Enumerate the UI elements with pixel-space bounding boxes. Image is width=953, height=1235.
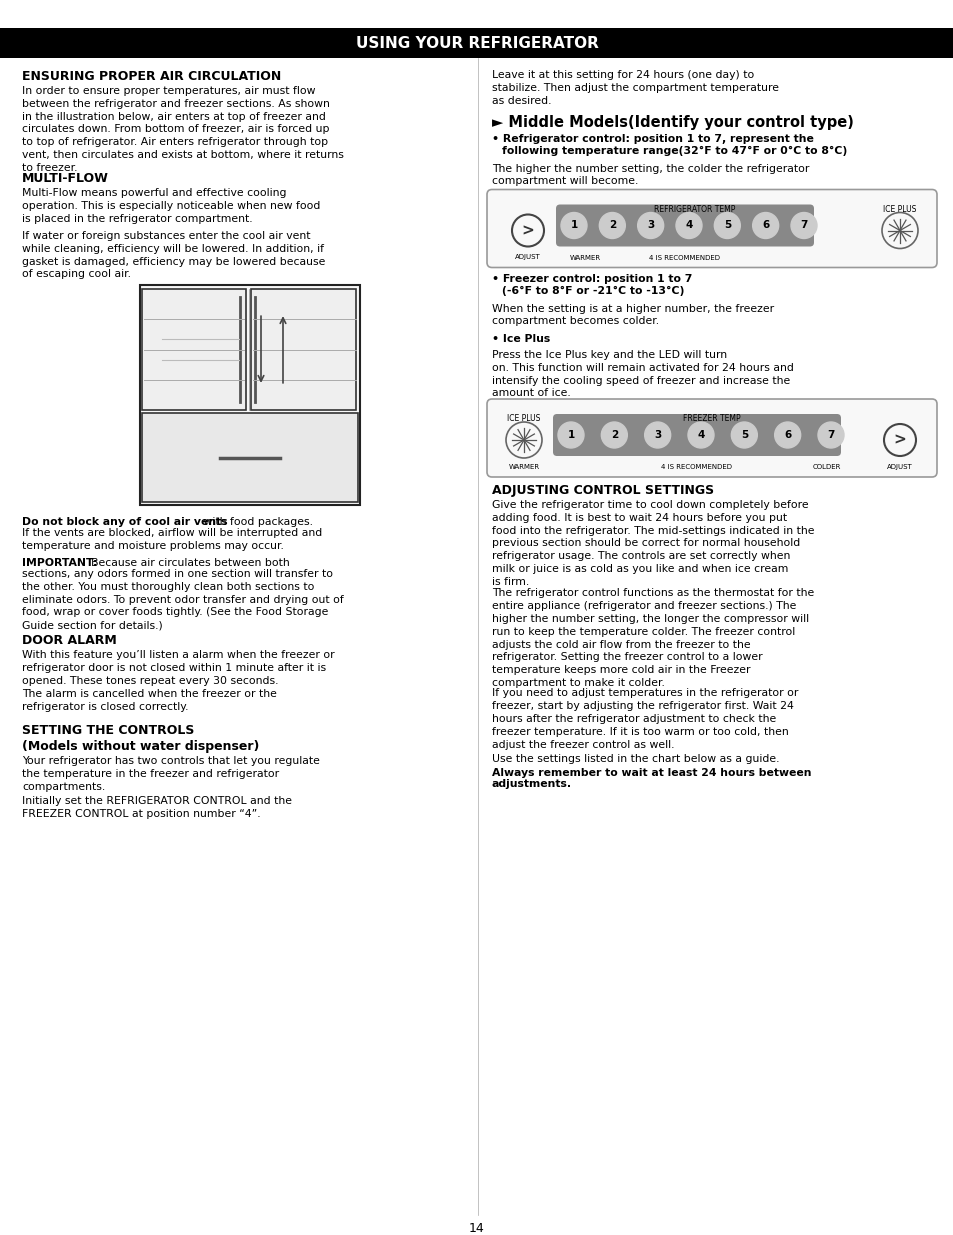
Text: Multi-Flow means powerful and effective cooling
operation. This is especially no: Multi-Flow means powerful and effective … — [22, 189, 320, 224]
Text: Give the refrigerator time to cool down completely before
adding food. It is bes: Give the refrigerator time to cool down … — [492, 500, 814, 587]
Text: Always remember to wait at least 24 hours between: Always remember to wait at least 24 hour… — [492, 767, 811, 778]
Text: adjustments.: adjustments. — [492, 779, 572, 789]
Circle shape — [774, 422, 800, 448]
Text: MULTI-FLOW: MULTI-FLOW — [22, 173, 109, 185]
Text: Initially set the REFRIGERATOR CONTROL and the
FREEZER CONTROL at position numbe: Initially set the REFRIGERATOR CONTROL a… — [22, 797, 292, 819]
Text: SETTING THE CONTROLS: SETTING THE CONTROLS — [22, 724, 194, 737]
Text: 7: 7 — [826, 430, 834, 440]
Text: DOOR ALARM: DOOR ALARM — [22, 635, 116, 647]
Text: >: > — [521, 224, 534, 238]
Text: Use the settings listed in the chart below as a guide.: Use the settings listed in the chart bel… — [492, 755, 779, 764]
Text: ICE PLUS: ICE PLUS — [882, 205, 916, 214]
Text: Do not block any of cool air vents: Do not block any of cool air vents — [22, 517, 228, 527]
Text: 4 IS RECOMMENDED: 4 IS RECOMMENDED — [649, 254, 720, 261]
Text: 4: 4 — [684, 221, 692, 231]
FancyBboxPatch shape — [142, 412, 357, 501]
FancyBboxPatch shape — [556, 205, 813, 247]
Text: Because air circulates between both: Because air circulates between both — [84, 557, 290, 568]
Circle shape — [644, 422, 670, 448]
Circle shape — [600, 422, 627, 448]
Text: sections, any odors formed in one section will transfer to
the other. You must t: sections, any odors formed in one sectio… — [22, 569, 343, 630]
Circle shape — [714, 212, 740, 238]
Text: ENSURING PROPER AIR CIRCULATION: ENSURING PROPER AIR CIRCULATION — [22, 70, 281, 83]
Text: (-6°F to 8°F or -21°C to -13°C): (-6°F to 8°F or -21°C to -13°C) — [501, 287, 683, 296]
Text: 1: 1 — [567, 430, 574, 440]
Text: 5: 5 — [723, 221, 730, 231]
Text: 4 IS RECOMMENDED: 4 IS RECOMMENDED — [660, 464, 732, 471]
Text: 2: 2 — [608, 221, 616, 231]
Text: REFRIGERATOR TEMP: REFRIGERATOR TEMP — [653, 205, 735, 214]
Bar — [0, 28, 953, 58]
Text: (Models without water dispenser): (Models without water dispenser) — [22, 740, 259, 753]
Text: 3: 3 — [646, 221, 654, 231]
Circle shape — [790, 212, 816, 238]
Text: FREEZER TEMP: FREEZER TEMP — [682, 414, 740, 424]
Text: If you need to adjust temperatures in the refrigerator or
freezer, start by adju: If you need to adjust temperatures in th… — [492, 688, 798, 750]
Text: USING YOUR REFRIGERATOR: USING YOUR REFRIGERATOR — [355, 36, 598, 51]
Text: The alarm is cancelled when the freezer or the
refrigerator is closed correctly.: The alarm is cancelled when the freezer … — [22, 689, 276, 711]
Text: • Refrigerator control: position 1 to 7, represent the: • Refrigerator control: position 1 to 7,… — [492, 135, 813, 144]
Text: Press the Ice Plus key and the LED will turn
on. This function will remain activ: Press the Ice Plus key and the LED will … — [492, 350, 793, 399]
Circle shape — [731, 422, 757, 448]
FancyBboxPatch shape — [252, 289, 355, 410]
FancyBboxPatch shape — [142, 289, 246, 410]
Circle shape — [560, 212, 586, 238]
Text: COLDER: COLDER — [812, 464, 841, 471]
Text: Leave it at this setting for 24 hours (one day) to
stabilize. Then adjust the co: Leave it at this setting for 24 hours (o… — [492, 70, 779, 106]
Text: • Freezer control: position 1 to 7: • Freezer control: position 1 to 7 — [492, 274, 692, 284]
Text: with food packages.: with food packages. — [200, 517, 313, 527]
Text: ADJUST: ADJUST — [515, 254, 540, 261]
Text: following temperature range(32°F to 47°F or 0°C to 8°C): following temperature range(32°F to 47°F… — [501, 146, 846, 156]
FancyBboxPatch shape — [486, 399, 936, 477]
Text: The higher the number setting, the colder the refrigerator
compartment will beco: The higher the number setting, the colde… — [492, 163, 808, 186]
Text: 3: 3 — [654, 430, 660, 440]
Text: 6: 6 — [761, 221, 768, 231]
Text: 4: 4 — [697, 430, 704, 440]
Text: ADJUSTING CONTROL SETTINGS: ADJUSTING CONTROL SETTINGS — [492, 484, 714, 496]
Text: 14: 14 — [469, 1221, 484, 1235]
Text: >: > — [893, 432, 905, 447]
Circle shape — [687, 422, 713, 448]
Text: The refrigerator control functions as the thermostat for the
entire appliance (r: The refrigerator control functions as th… — [492, 589, 814, 688]
Text: ► Middle Models(Identify your control type): ► Middle Models(Identify your control ty… — [492, 115, 853, 130]
Circle shape — [752, 212, 778, 238]
Text: ADJUST: ADJUST — [886, 464, 912, 471]
Circle shape — [598, 212, 624, 238]
Circle shape — [676, 212, 701, 238]
Text: WARMER: WARMER — [569, 254, 600, 261]
Text: • Ice Plus: • Ice Plus — [492, 335, 550, 345]
Text: 5: 5 — [740, 430, 747, 440]
Text: When the setting is at a higher number, the freezer
compartment becomes colder.: When the setting is at a higher number, … — [492, 304, 773, 326]
Text: 2: 2 — [610, 430, 618, 440]
Text: WARMER: WARMER — [508, 464, 539, 471]
Text: In order to ensure proper temperatures, air must flow
between the refrigerator a: In order to ensure proper temperatures, … — [22, 86, 343, 173]
Text: With this feature you’ll listen a alarm when the freezer or
refrigerator door is: With this feature you’ll listen a alarm … — [22, 651, 335, 687]
FancyBboxPatch shape — [553, 414, 841, 456]
Circle shape — [558, 422, 583, 448]
FancyBboxPatch shape — [140, 285, 359, 505]
Text: If water or foreign substances enter the cool air vent
while cleaning, efficienc: If water or foreign substances enter the… — [22, 231, 325, 279]
Circle shape — [637, 212, 663, 238]
FancyBboxPatch shape — [486, 189, 936, 268]
Circle shape — [817, 422, 843, 448]
Text: IMPORTANT:: IMPORTANT: — [22, 557, 97, 568]
Text: 1: 1 — [570, 221, 577, 231]
Text: 7: 7 — [800, 221, 807, 231]
Text: Your refrigerator has two controls that let you regulate
the temperature in the : Your refrigerator has two controls that … — [22, 756, 319, 792]
Text: If the vents are blocked, airflow will be interrupted and
temperature and moistu: If the vents are blocked, airflow will b… — [22, 529, 322, 551]
Text: 6: 6 — [783, 430, 790, 440]
Text: ICE PLUS: ICE PLUS — [507, 414, 540, 424]
